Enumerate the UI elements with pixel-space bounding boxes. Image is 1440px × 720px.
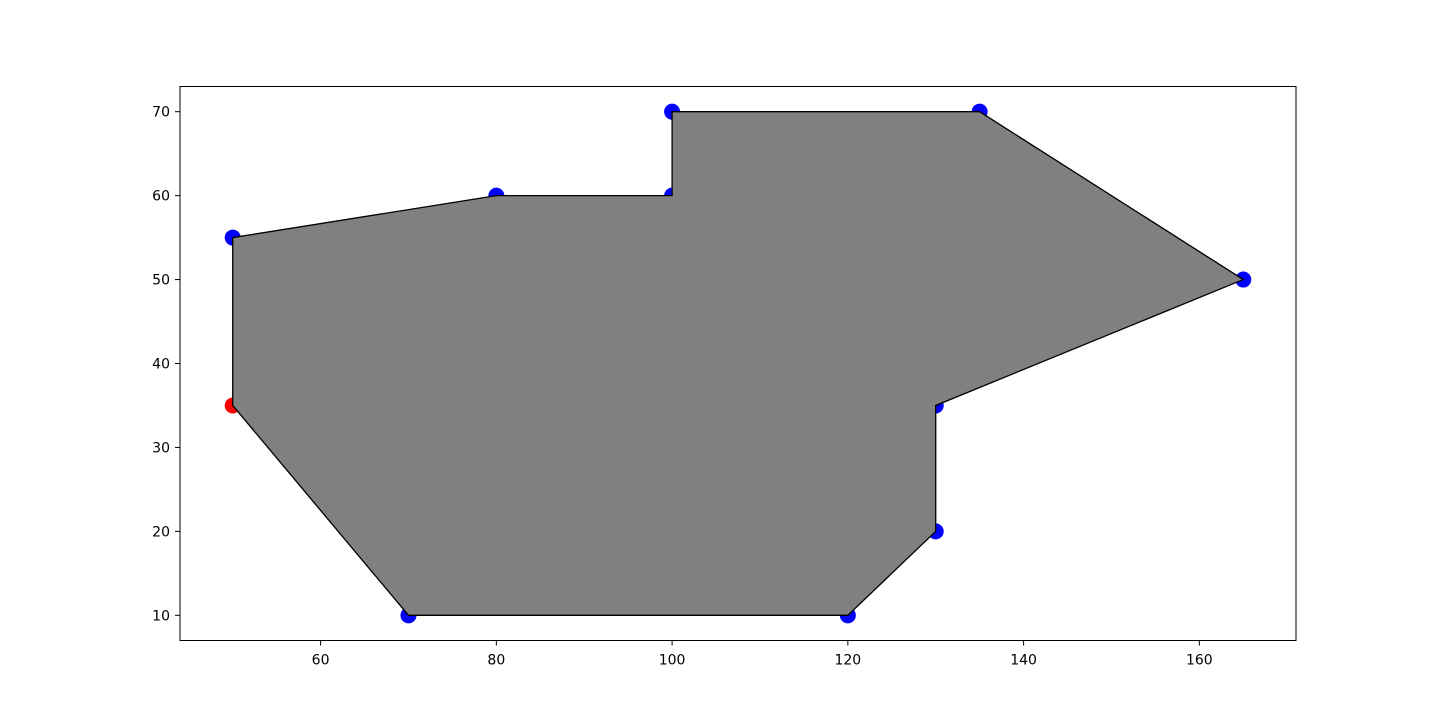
y-tick-label: 20 (152, 524, 170, 540)
x-tick-label: 100 (659, 653, 686, 669)
x-axis: 60 80 100 120 140 160 (312, 640, 1213, 669)
x-tick-label: 160 (1186, 653, 1213, 669)
y-tick-label: 30 (152, 440, 170, 456)
y-tick-label: 70 (152, 105, 170, 121)
y-tick-label: 60 (152, 189, 170, 205)
data-layer (232, 111, 1245, 616)
polygon-shape (232, 111, 1245, 616)
y-tick-label: 10 (152, 608, 170, 624)
y-tick-label: 50 (152, 273, 170, 289)
x-tick-label: 140 (1010, 653, 1037, 669)
y-axis: 10 20 30 40 50 60 70 (152, 105, 180, 624)
y-tick-label: 40 (152, 357, 170, 373)
x-tick-label: 80 (487, 653, 505, 669)
x-tick-label: 60 (312, 653, 330, 669)
x-tick-label: 120 (834, 653, 861, 669)
